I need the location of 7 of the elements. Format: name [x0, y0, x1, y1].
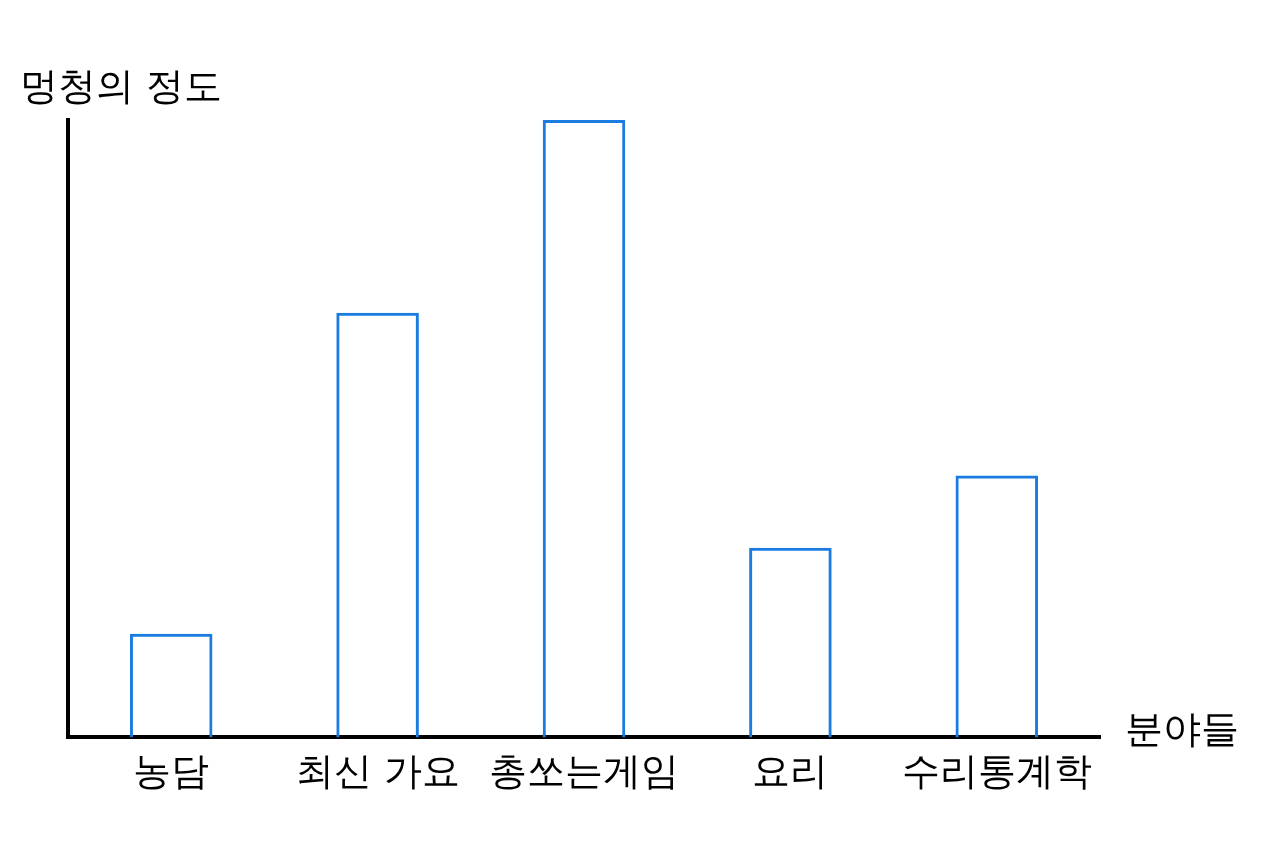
x-tick-label: 최신 가요	[295, 749, 460, 794]
x-tick-label: 농담	[133, 749, 210, 794]
x-tick-label: 총쏘는게임	[489, 749, 679, 794]
x-tick-label: 요리	[752, 749, 829, 794]
text: 멍청의 정도	[20, 63, 223, 108]
x-tick-label: 수리통계학	[901, 749, 1092, 794]
x-axis-title: 분야들	[1125, 707, 1239, 752]
